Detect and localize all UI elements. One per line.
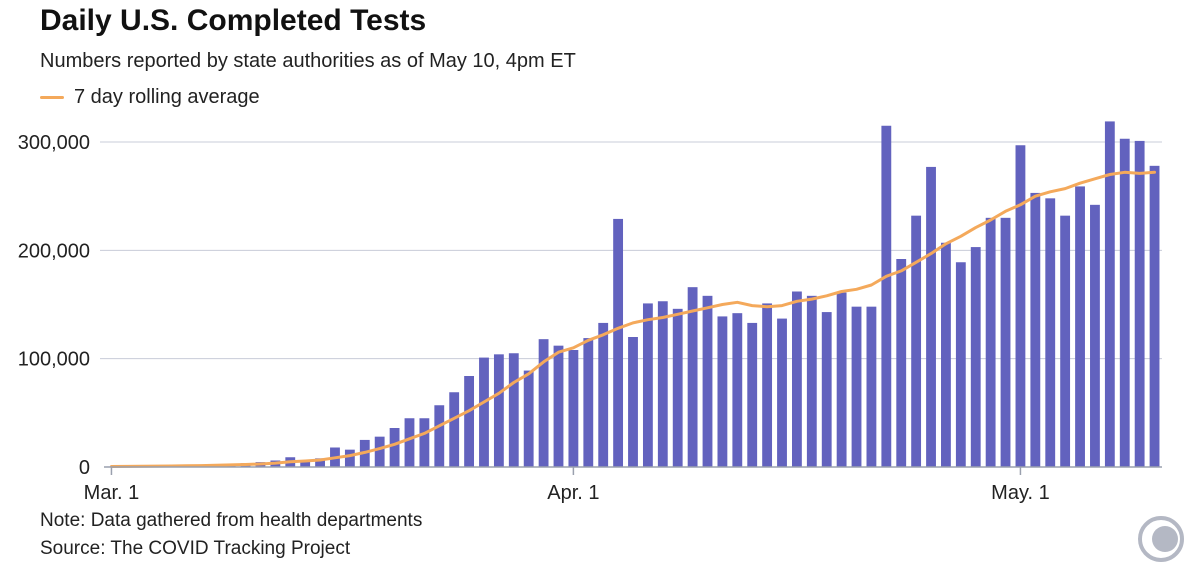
footer-note: Note: Data gathered from health departme… — [40, 510, 423, 531]
bar — [941, 242, 951, 467]
bar — [613, 218, 624, 467]
bar — [538, 339, 549, 467]
bar — [1060, 215, 1071, 467]
bar — [598, 322, 609, 467]
bar — [1015, 145, 1026, 467]
bar — [970, 247, 981, 467]
bar — [821, 312, 832, 467]
bar — [1045, 198, 1056, 468]
bar — [806, 295, 817, 467]
bar — [1149, 165, 1160, 468]
bar — [717, 316, 728, 467]
bar — [344, 449, 355, 467]
bar — [702, 295, 713, 467]
bar — [1075, 186, 1085, 467]
bar — [926, 166, 936, 467]
y-tick-label: 0 — [79, 457, 90, 479]
y-tick-label: 100,000 — [18, 349, 90, 371]
rolling-average-line — [110, 170, 1156, 468]
bar — [732, 313, 743, 467]
chart-subtitle: Numbers reported by state authorities as… — [40, 50, 576, 72]
bar — [1000, 217, 1011, 467]
bar — [866, 306, 877, 467]
bar — [896, 259, 907, 467]
bar — [568, 350, 579, 467]
bar — [836, 292, 847, 467]
bar — [315, 458, 325, 467]
line-layer — [110, 170, 1156, 468]
bar — [777, 318, 787, 467]
bar — [672, 308, 683, 467]
bar — [762, 303, 773, 467]
y-tick-label: 200,000 — [18, 240, 90, 262]
bar — [1090, 204, 1100, 468]
footer-source: Source: The COVID Tracking Project — [40, 538, 351, 559]
bar — [911, 215, 922, 467]
x-tick-label: May. 1 — [991, 482, 1050, 504]
bar — [955, 262, 966, 467]
bar — [434, 405, 445, 467]
legend-label: 7 day rolling average — [74, 86, 260, 108]
bar — [642, 303, 653, 467]
bar — [1134, 140, 1145, 467]
bar — [1119, 138, 1130, 467]
axis-layer: 0 100,000 200,000 300,000 Mar. 1 Apr. 1 May. 1 — [18, 132, 1162, 504]
bar — [851, 306, 862, 467]
bar — [985, 217, 996, 467]
bar — [508, 353, 519, 467]
bar — [479, 357, 489, 467]
bars-layer — [106, 121, 1160, 468]
bar — [791, 291, 802, 467]
y-tick-label: 300,000 — [18, 132, 90, 154]
covid-tracking-project-logo-icon — [1138, 516, 1184, 562]
bar — [553, 345, 564, 467]
bar — [523, 370, 534, 467]
chart-title: Daily U.S. Completed Tests — [40, 4, 427, 37]
bar — [657, 301, 668, 467]
bar — [300, 461, 311, 467]
legend-line-swatch — [40, 96, 64, 99]
bar — [449, 392, 460, 467]
bar — [1104, 121, 1115, 468]
bar — [687, 287, 698, 467]
bar — [464, 376, 475, 467]
bar — [583, 338, 594, 467]
bar — [1030, 192, 1041, 467]
bar — [881, 125, 892, 467]
bar — [628, 337, 638, 467]
legend: 7 day rolling average — [40, 86, 260, 109]
bar — [404, 418, 415, 467]
bar — [419, 418, 430, 467]
bar — [374, 436, 385, 467]
x-tick-label: Apr. 1 — [547, 482, 599, 504]
bar — [493, 354, 504, 467]
x-tick-label: Mar. 1 — [84, 482, 140, 504]
bar — [389, 428, 400, 467]
bar — [747, 322, 758, 467]
